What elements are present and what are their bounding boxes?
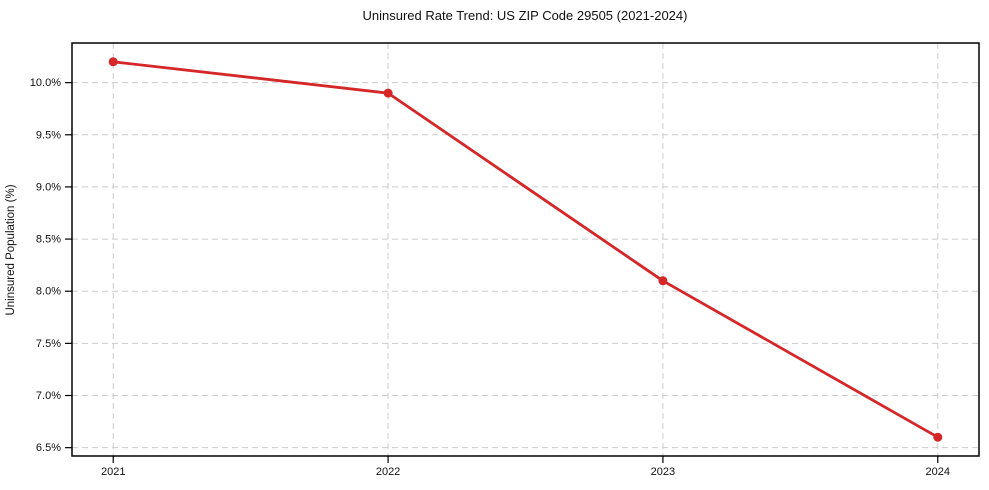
y-tick-label: 9.5% (36, 129, 61, 141)
y-tick-label: 7.5% (36, 338, 61, 350)
data-point-marker (383, 88, 393, 98)
y-axis-label: Uninsured Population (%) (5, 184, 17, 315)
x-tick-label: 2024 (926, 466, 950, 478)
grid-layer (72, 43, 979, 456)
y-tick-label: 8.5% (36, 234, 61, 246)
plot-frame (71, 42, 980, 457)
y-tick-label: 9.0% (36, 181, 61, 193)
y-tick-label: 7.0% (36, 390, 61, 402)
y-tick-label: 6.5% (36, 442, 61, 454)
data-point-marker (108, 57, 118, 67)
axis-layer: 6.5% 7.0% 7.5% 8.0% 8.5% 9.0% 9.5% 10.0% 2021 202… (30, 42, 980, 478)
data-point-marker (933, 432, 943, 442)
data-layer (108, 57, 943, 442)
chart-title: Uninsured Rate Trend: US ZIP Code 29505 … (363, 8, 688, 23)
x-tick-label: 2021 (101, 466, 125, 478)
x-tick-label: 2023 (651, 466, 675, 478)
trend-line (111, 60, 940, 439)
y-tick-label: 10.0% (30, 77, 61, 89)
data-point-marker (658, 276, 668, 286)
y-tick-label: 8.0% (36, 286, 61, 298)
x-tick-label: 2022 (376, 466, 400, 478)
